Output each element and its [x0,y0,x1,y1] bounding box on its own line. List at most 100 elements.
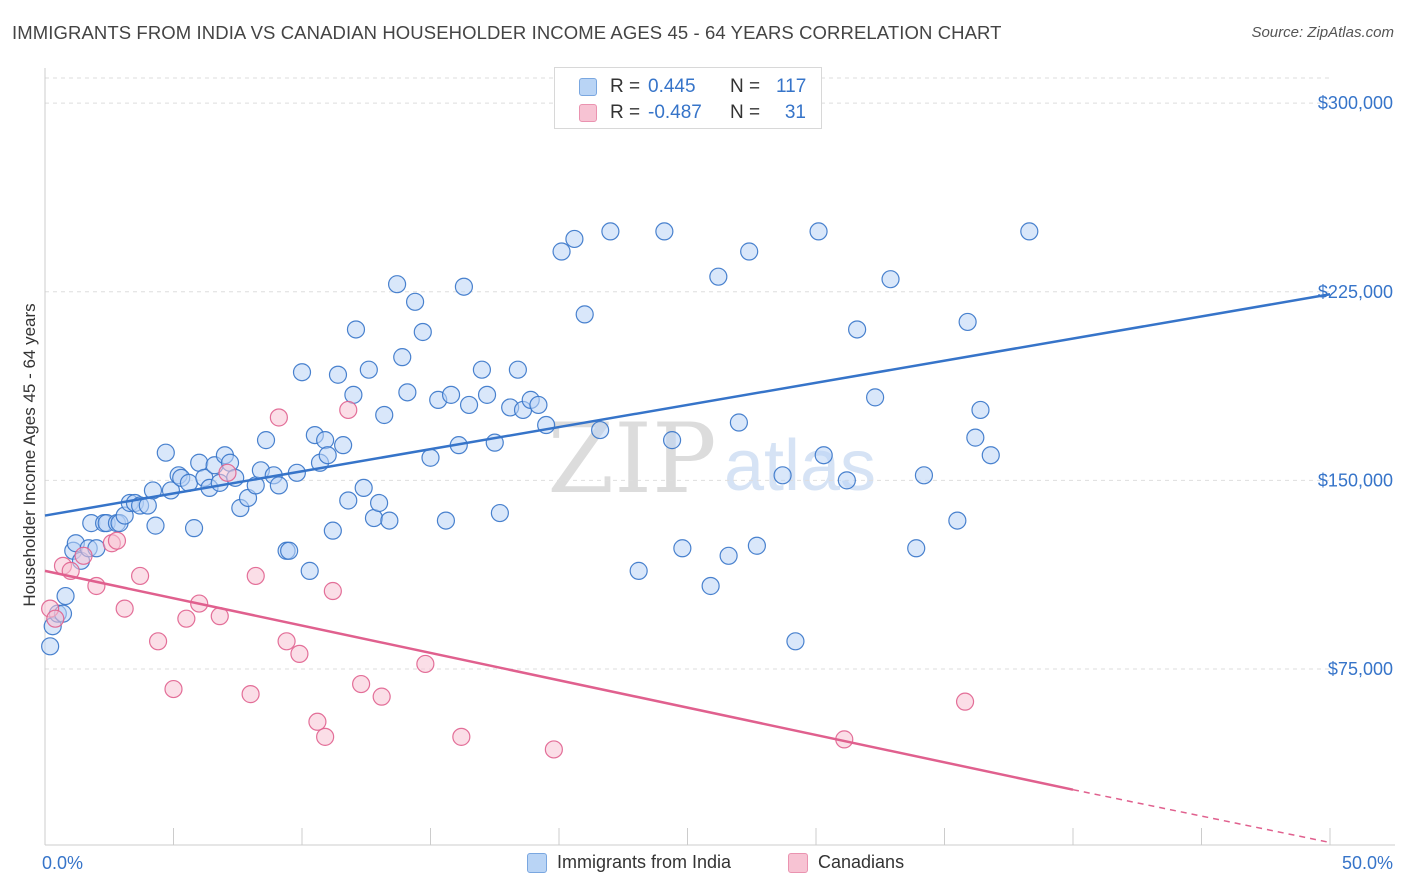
watermark-zip: ZIP [547,403,716,515]
point-india [786,632,805,651]
point-india [662,431,682,450]
y-tick-label: $300,000 [1318,93,1393,113]
point-india [393,348,412,367]
watermark-atlas: atlas [724,426,876,506]
point-india [292,363,312,382]
point-india [477,385,497,404]
point-india [318,446,337,465]
point-india [387,275,407,294]
point-india [575,305,594,324]
r-value-blue: 0.445 [648,76,696,97]
point-canadians [130,566,150,586]
point-india [866,388,885,407]
point-india [971,400,990,420]
point-india [948,511,967,530]
point-india [421,448,440,467]
y-tick-label: $150,000 [1318,470,1393,490]
point-india [701,576,720,596]
legend: Immigrants from India Canadians [0,852,1406,876]
point-canadians [339,400,358,420]
tick-labels: $75,000 $150,000 $225,000 $300,000 0.0% 50.0% [42,93,1393,873]
point-india [729,413,749,432]
point-canadians [246,566,265,586]
point-canadians [544,740,563,759]
point-canadians [74,546,93,565]
point-india [256,431,276,450]
point-india [814,446,833,465]
point-india [881,270,900,289]
point-india [370,493,389,513]
n-label: N = [730,76,761,97]
legend-label-india: Immigrants from India [557,852,732,872]
point-india [719,546,738,565]
gridlines [45,77,1330,670]
point-canadians [352,674,371,694]
point-india [709,267,728,286]
trend-line-canadians [44,569,1074,791]
point-canadians [416,654,435,674]
point-canadians [107,531,127,550]
y-tick-label: $225,000 [1318,282,1393,302]
r-label: R = [610,76,641,97]
point-india [529,395,548,415]
point-india [773,466,792,485]
x-tick-label-min: 0.0% [42,853,83,873]
point-india [1020,222,1039,241]
point-india [41,637,60,656]
n-value-pink: 31 [784,102,806,123]
pink-swatch [579,104,597,122]
point-india [346,320,366,339]
point-canadians [955,692,975,711]
point-india [441,385,461,404]
point-canadians [290,644,309,663]
legend-item-india[interactable]: Immigrants from India [527,852,731,873]
trend-line-india [44,293,1331,517]
point-canadians [148,632,168,651]
axes [44,68,1395,846]
point-india [334,436,353,455]
point-india [809,222,828,241]
point-india [184,519,204,538]
point-india [56,586,75,606]
n-label: N = [730,102,761,123]
point-canadians [452,727,471,746]
point-canadians [115,599,134,618]
blue-swatch [579,78,597,96]
point-india [146,516,165,535]
point-canadians [308,712,327,731]
point-canadians [46,609,65,628]
point-india [673,539,692,558]
point-india [398,383,417,402]
point-india [316,431,335,450]
point-india [740,242,759,261]
point-india [436,511,456,530]
point-india [143,481,163,500]
n-value-blue: 117 [776,76,807,97]
point-india [565,229,584,249]
point-canadians [164,679,183,699]
legend-item-canadians[interactable]: Canadians [788,852,904,873]
r-value-pink: -0.487 [648,102,702,123]
watermark: ZIP atlas [547,403,876,515]
point-india [747,536,766,555]
trend-lines [44,293,1331,844]
point-india [490,503,509,523]
point-india [269,476,288,495]
point-india [344,385,363,404]
point-india [914,466,934,485]
point-india [405,292,425,311]
point-india [454,277,474,296]
point-india [958,312,977,332]
point-india [156,443,175,462]
point-india [300,561,319,580]
point-canadians [372,687,391,706]
point-india [280,541,299,560]
legend-swatch-pink [788,852,808,873]
point-india [323,521,342,540]
point-india [837,471,856,490]
point-india [354,478,373,498]
point-canadians [177,609,196,628]
point-canadians [323,581,342,601]
point-india [966,428,985,447]
